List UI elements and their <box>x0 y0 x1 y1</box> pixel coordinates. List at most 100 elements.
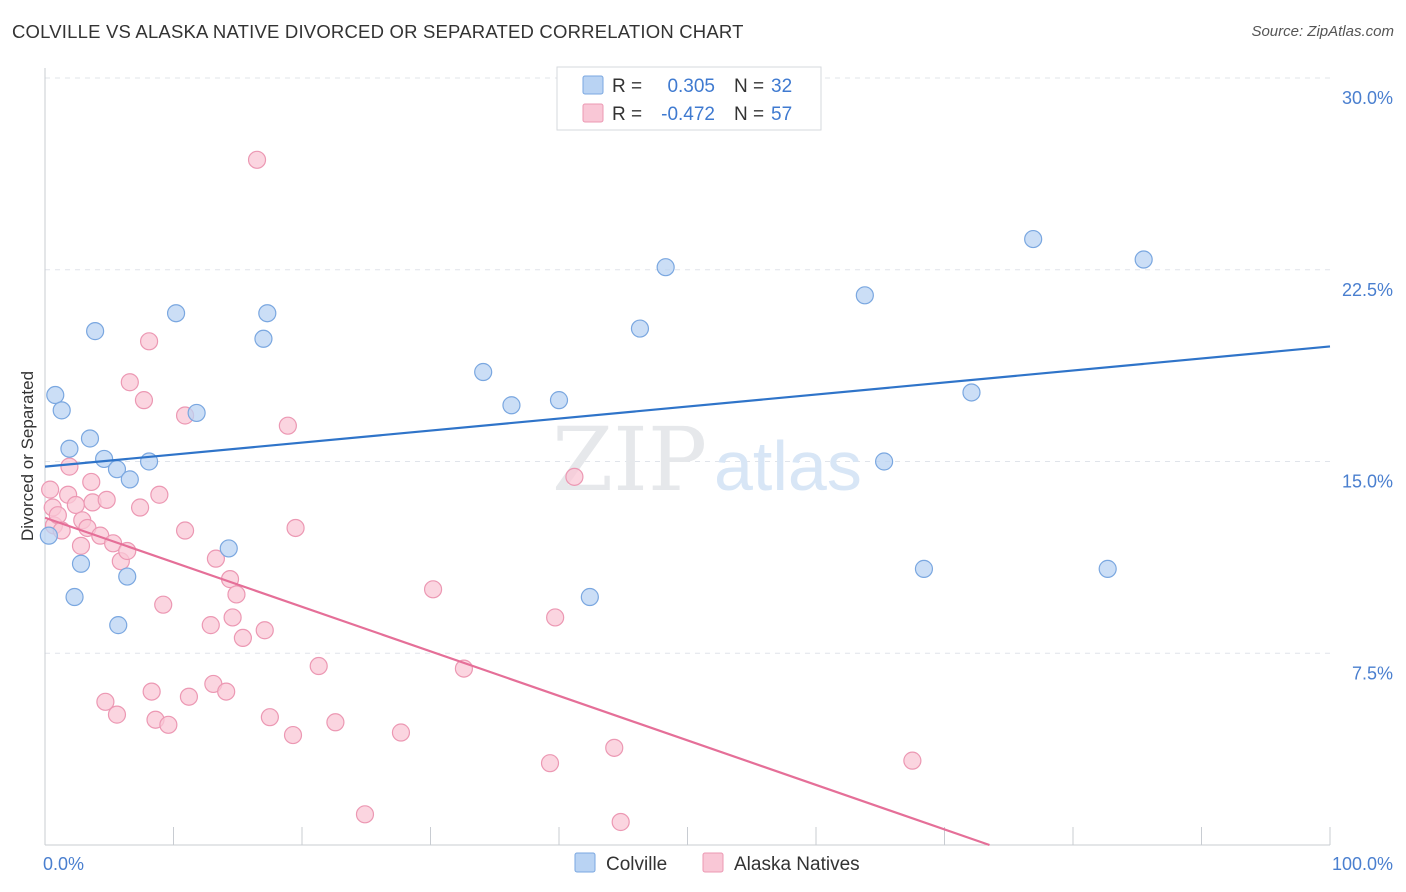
alaska-natives-point <box>71 536 91 555</box>
alaska-natives-point <box>217 682 236 701</box>
colville-point <box>502 396 521 415</box>
alaska-natives-point <box>260 708 279 727</box>
axes <box>44 68 1331 846</box>
legend-colville-swatch <box>574 852 596 873</box>
alaska-natives-point <box>223 608 242 627</box>
alaska-natives-point <box>309 656 328 676</box>
alaska-natives-point <box>41 480 60 499</box>
r-label-alaska: R = <box>612 104 642 125</box>
alaska-natives-point <box>159 715 178 734</box>
alaska-natives-point <box>154 595 173 614</box>
trend-lines <box>44 345 1331 847</box>
r-label-colville: R = <box>612 76 642 97</box>
alaska-natives-point <box>96 692 115 711</box>
colville-point <box>855 286 874 305</box>
alaska-natives-point <box>326 713 345 732</box>
alaska-natives-point <box>391 723 411 742</box>
x-tick-labels: 0.0% 100.0% <box>43 854 1393 874</box>
colville-point <box>60 439 79 458</box>
y-tick-labels: 7.5% 15.0% 22.5% 30.0% <box>1342 88 1393 683</box>
y-tick-label: 22.5% <box>1342 280 1393 300</box>
legend-alaska-natives-swatch <box>702 852 724 873</box>
colville-point <box>86 322 105 341</box>
colville-trend-line <box>44 345 1331 468</box>
colville-point <box>166 304 186 323</box>
colville-point <box>1098 559 1117 578</box>
colville-point <box>187 403 206 423</box>
y-tick-label: 7.5% <box>1352 663 1393 683</box>
alaska-natives-point <box>179 687 199 706</box>
alaska-natives-point <box>139 332 159 351</box>
colville-point <box>549 391 569 410</box>
alaska-natives-point <box>355 805 375 824</box>
alaska-natives-point <box>546 608 565 627</box>
stats-legend: R = 0.305 N = 32 R = -0.472 N = 57 <box>556 66 822 131</box>
source-label: Source: ZipAtlas.com <box>1251 23 1394 40</box>
colville-point <box>258 304 277 323</box>
colville-point <box>118 567 137 586</box>
alaska-natives-point <box>423 580 443 599</box>
colville-point <box>52 401 71 420</box>
n-value-colville: 32 <box>771 76 792 97</box>
alaska-natives-point <box>142 682 161 701</box>
alaska-natives-point <box>611 812 630 832</box>
alaska-natives-point <box>120 373 139 392</box>
x-tick-label: 100.0% <box>1332 854 1393 874</box>
y-tick-label: 15.0% <box>1342 472 1393 492</box>
colville-point <box>580 587 599 607</box>
colville-point <box>39 526 58 545</box>
colville-point <box>109 616 128 635</box>
chart-title: COLVILLE VS ALASKA NATIVE DIVORCED OR SE… <box>12 21 744 42</box>
colville-point <box>95 449 114 469</box>
alaska-natives-point <box>107 705 127 724</box>
alaska-natives-point <box>278 416 297 435</box>
n-label-alaska: N = <box>734 104 764 125</box>
colville-swatch <box>582 75 604 95</box>
alaska-natives-point <box>565 467 584 486</box>
alaska-natives-point <box>60 457 79 476</box>
colville-point <box>219 539 238 558</box>
alaska-natives-point <box>233 628 252 648</box>
gridlines <box>45 77 1330 654</box>
alaska-natives-point <box>903 751 922 770</box>
series-legend: Colville Alaska Natives <box>574 852 860 875</box>
alaska-natives-trend-line <box>44 516 990 847</box>
colville-point <box>875 452 894 471</box>
alaska-natives-point <box>283 725 303 745</box>
alaska-natives-point <box>97 490 116 509</box>
alaska-natives-point <box>201 616 220 635</box>
alaska-natives-point <box>66 495 85 515</box>
alaska-natives-point <box>175 521 195 540</box>
watermark-zip: ZIP <box>552 408 707 511</box>
colville-point <box>80 429 100 448</box>
y-tick-label: 30.0% <box>1342 88 1393 108</box>
y-axis-label: Divorced or Separated <box>18 371 37 541</box>
colville-points <box>39 229 1153 635</box>
colville-point <box>71 554 91 573</box>
r-value-colville: 0.305 <box>667 76 715 97</box>
colville-point <box>474 362 493 382</box>
legend-colville-label: Colville <box>606 854 667 875</box>
colville-point <box>1024 229 1043 249</box>
watermark: ZIP atlas <box>552 408 862 511</box>
colville-point <box>120 470 139 489</box>
colville-point <box>962 383 981 402</box>
colville-point <box>254 329 273 348</box>
colville-point <box>46 385 65 405</box>
alaska-natives-swatch <box>582 103 604 123</box>
watermark-atlas: atlas <box>714 427 862 505</box>
legend-alaska-natives-label: Alaska Natives <box>734 854 860 875</box>
r-value-alaska: -0.472 <box>661 104 715 125</box>
colville-point <box>630 319 650 338</box>
colville-point <box>1134 250 1153 269</box>
alaska-natives-point <box>247 150 267 169</box>
colville-point <box>914 559 934 578</box>
alaska-natives-point <box>150 485 169 504</box>
alaska-natives-point <box>82 472 101 492</box>
alaska-natives-point <box>286 518 305 538</box>
alaska-natives-point <box>540 754 560 773</box>
alaska-natives-point <box>134 391 154 410</box>
colville-point <box>656 258 675 277</box>
alaska-natives-point <box>605 738 624 757</box>
